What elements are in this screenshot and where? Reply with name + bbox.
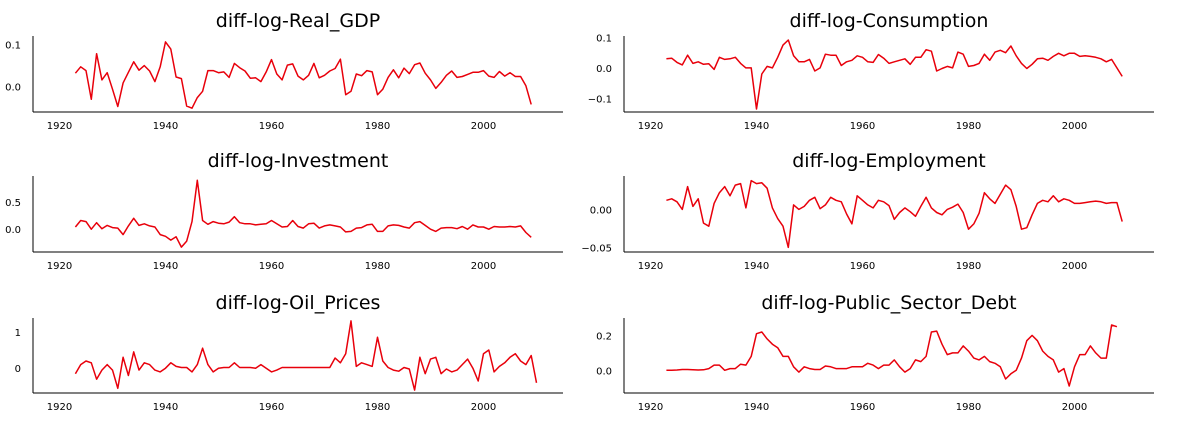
y-tick-label: −0.05: [581, 243, 612, 254]
y-tick-label: 1: [15, 328, 21, 339]
x-tick-label: 1960: [850, 402, 875, 413]
x-tick-label: 1920: [47, 402, 72, 413]
series-line: [666, 39, 1123, 110]
y-tick-label: 0: [15, 364, 21, 375]
x-tick-label: 2000: [471, 261, 496, 272]
x-tick-label: 1920: [47, 261, 72, 272]
x-tick-label: 1920: [638, 261, 663, 272]
series-line: [666, 324, 1118, 387]
panel-title: diff-log-Consumption: [790, 10, 989, 32]
panel-4: diff-log-Employment 1920 1940 1960 1980 2000 −…: [581, 150, 1154, 272]
x-tick-label: 1980: [365, 121, 390, 132]
x-tick-label: 2000: [1062, 261, 1087, 272]
y-tick-label: −0.1: [588, 94, 612, 105]
panel-title: diff-log-Investment: [208, 150, 389, 172]
x-tick-label: 1980: [956, 261, 981, 272]
x-tick-label: 1940: [744, 261, 769, 272]
y-tick-label: 0.0: [596, 64, 612, 75]
x-tick-label: 1960: [850, 261, 875, 272]
x-tick-label: 1960: [259, 121, 284, 132]
x-tick-label: 1960: [259, 402, 284, 413]
panel-title: diff-log-Employment: [792, 150, 986, 172]
panel-5: diff-log-Oil_Prices 1920 1940 1960 1980 2000 0…: [15, 292, 563, 413]
x-tick-label: 1940: [744, 121, 769, 132]
x-tick-label: 2000: [471, 402, 496, 413]
x-tick-label: 1940: [153, 121, 178, 132]
y-tick-label: 0.00: [590, 205, 612, 216]
x-tick-label: 1980: [956, 402, 981, 413]
panel-1: diff-log-Real_GDP 1920 1940 1960 1980 2000 0.0…: [5, 10, 563, 132]
y-tick-label: 0.0: [5, 83, 21, 94]
x-tick-label: 1920: [638, 121, 663, 132]
x-tick-label: 2000: [1062, 121, 1087, 132]
panel-6: diff-log-Public_Sector_Debt 1920 1940 1960 1…: [596, 292, 1154, 413]
x-tick-label: 1920: [47, 121, 72, 132]
panel-title: diff-log-Oil_Prices: [216, 292, 381, 314]
y-tick-label: 0.1: [596, 34, 612, 45]
x-tick-label: 1980: [365, 261, 390, 272]
series-line: [74, 320, 538, 391]
x-tick-label: 1940: [153, 402, 178, 413]
panel-2: diff-log-Consumption 1920 1940 1960 1980 2000…: [588, 10, 1154, 132]
x-tick-label: 1980: [956, 121, 981, 132]
series-line: [74, 179, 532, 248]
series-line: [666, 179, 1123, 249]
x-tick-label: 1940: [744, 402, 769, 413]
panel-title: diff-log-Public_Sector_Debt: [761, 292, 1016, 314]
y-tick-label: 0.0: [596, 366, 612, 377]
y-tick-label: 0.1: [5, 40, 21, 51]
panel-title: diff-log-Real_GDP: [216, 10, 380, 32]
x-tick-label: 1940: [153, 261, 178, 272]
y-tick-label: 0.0: [5, 225, 21, 236]
series-line: [74, 41, 532, 109]
panel-3: diff-log-Investment 1920 1940 1960 1980 2000 0…: [5, 150, 563, 272]
y-tick-label: 0.5: [5, 198, 21, 209]
x-tick-label: 1920: [638, 402, 663, 413]
x-tick-label: 1960: [850, 121, 875, 132]
x-tick-label: 2000: [471, 121, 496, 132]
x-tick-label: 2000: [1062, 402, 1087, 413]
y-tick-label: 0.2: [596, 331, 612, 342]
x-tick-label: 1980: [365, 402, 390, 413]
x-tick-label: 1960: [259, 261, 284, 272]
